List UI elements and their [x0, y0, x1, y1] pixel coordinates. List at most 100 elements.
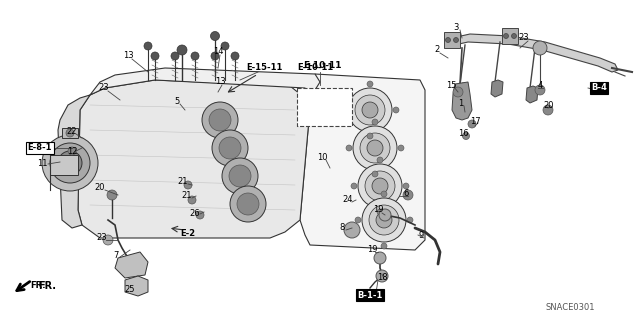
Circle shape [355, 95, 385, 125]
Polygon shape [90, 68, 320, 98]
Polygon shape [58, 95, 90, 228]
Circle shape [58, 151, 82, 175]
Circle shape [231, 52, 239, 60]
Circle shape [369, 205, 399, 235]
Circle shape [171, 52, 179, 60]
Circle shape [367, 81, 373, 87]
Circle shape [107, 190, 117, 200]
Circle shape [398, 145, 404, 151]
Circle shape [407, 217, 413, 223]
Text: 24: 24 [343, 196, 353, 204]
Text: 15: 15 [445, 80, 456, 90]
Circle shape [367, 133, 373, 139]
Circle shape [211, 32, 220, 41]
Polygon shape [300, 74, 425, 250]
Polygon shape [50, 155, 78, 175]
Text: 21: 21 [182, 191, 192, 201]
Text: 9: 9 [419, 232, 424, 241]
Text: SNACE0301: SNACE0301 [545, 303, 595, 313]
Text: 25: 25 [125, 285, 135, 293]
Circle shape [372, 178, 388, 194]
Text: 19: 19 [367, 246, 377, 255]
Polygon shape [125, 276, 148, 296]
Text: 23: 23 [518, 33, 529, 42]
Circle shape [191, 52, 199, 60]
Circle shape [144, 42, 152, 50]
Circle shape [353, 126, 397, 170]
Text: 23: 23 [97, 234, 108, 242]
Text: 20: 20 [95, 182, 105, 191]
Polygon shape [450, 34, 618, 72]
Circle shape [50, 143, 90, 183]
Text: FR.: FR. [30, 281, 45, 291]
Text: 18: 18 [377, 272, 387, 281]
Text: E-10-11: E-10-11 [303, 61, 341, 70]
Text: 7: 7 [113, 250, 118, 259]
Text: 20: 20 [544, 100, 554, 109]
Circle shape [372, 119, 378, 125]
Circle shape [196, 211, 204, 219]
Circle shape [222, 158, 258, 194]
Text: 6: 6 [403, 189, 409, 197]
Circle shape [212, 130, 248, 166]
Circle shape [374, 252, 386, 264]
Text: 21: 21 [178, 176, 188, 186]
Circle shape [68, 147, 76, 155]
Circle shape [362, 102, 378, 118]
Text: E-2: E-2 [180, 228, 196, 238]
Text: 1: 1 [458, 100, 463, 108]
Circle shape [377, 209, 383, 215]
Circle shape [151, 52, 159, 60]
Circle shape [355, 217, 361, 223]
Circle shape [543, 105, 553, 115]
Circle shape [511, 33, 516, 39]
Circle shape [463, 132, 470, 139]
Circle shape [367, 140, 383, 156]
Circle shape [346, 145, 352, 151]
Circle shape [381, 243, 387, 249]
Polygon shape [78, 80, 310, 238]
Text: 8: 8 [339, 224, 345, 233]
Polygon shape [452, 82, 472, 120]
Text: 16: 16 [458, 129, 468, 137]
Circle shape [360, 133, 390, 163]
Text: FR.: FR. [38, 281, 56, 291]
Text: 2: 2 [435, 46, 440, 55]
Text: 12: 12 [67, 146, 77, 155]
Circle shape [184, 181, 192, 189]
FancyBboxPatch shape [297, 88, 352, 126]
Circle shape [365, 171, 395, 201]
Text: 14: 14 [212, 47, 223, 56]
Circle shape [229, 165, 251, 187]
Circle shape [103, 235, 113, 245]
Circle shape [344, 222, 360, 238]
Text: 22: 22 [67, 127, 77, 136]
Circle shape [362, 198, 406, 242]
Circle shape [358, 164, 402, 208]
Circle shape [341, 107, 347, 113]
Text: 13: 13 [214, 78, 225, 86]
Circle shape [533, 41, 547, 55]
Polygon shape [456, 83, 468, 100]
Circle shape [66, 129, 74, 137]
Circle shape [403, 190, 413, 200]
Circle shape [393, 107, 399, 113]
Circle shape [42, 135, 98, 191]
Text: E-15-11: E-15-11 [246, 63, 282, 72]
Circle shape [348, 88, 392, 132]
Circle shape [454, 38, 458, 42]
Circle shape [379, 209, 391, 221]
Circle shape [535, 85, 545, 95]
Text: B-4: B-4 [591, 84, 607, 93]
Circle shape [351, 183, 357, 189]
Text: E-8-1: E-8-1 [28, 144, 52, 152]
Circle shape [237, 193, 259, 215]
Circle shape [376, 212, 392, 228]
Circle shape [230, 186, 266, 222]
Polygon shape [491, 80, 503, 97]
Circle shape [219, 137, 241, 159]
Circle shape [188, 196, 196, 204]
Circle shape [381, 191, 387, 197]
Circle shape [445, 38, 451, 42]
Circle shape [177, 45, 187, 55]
